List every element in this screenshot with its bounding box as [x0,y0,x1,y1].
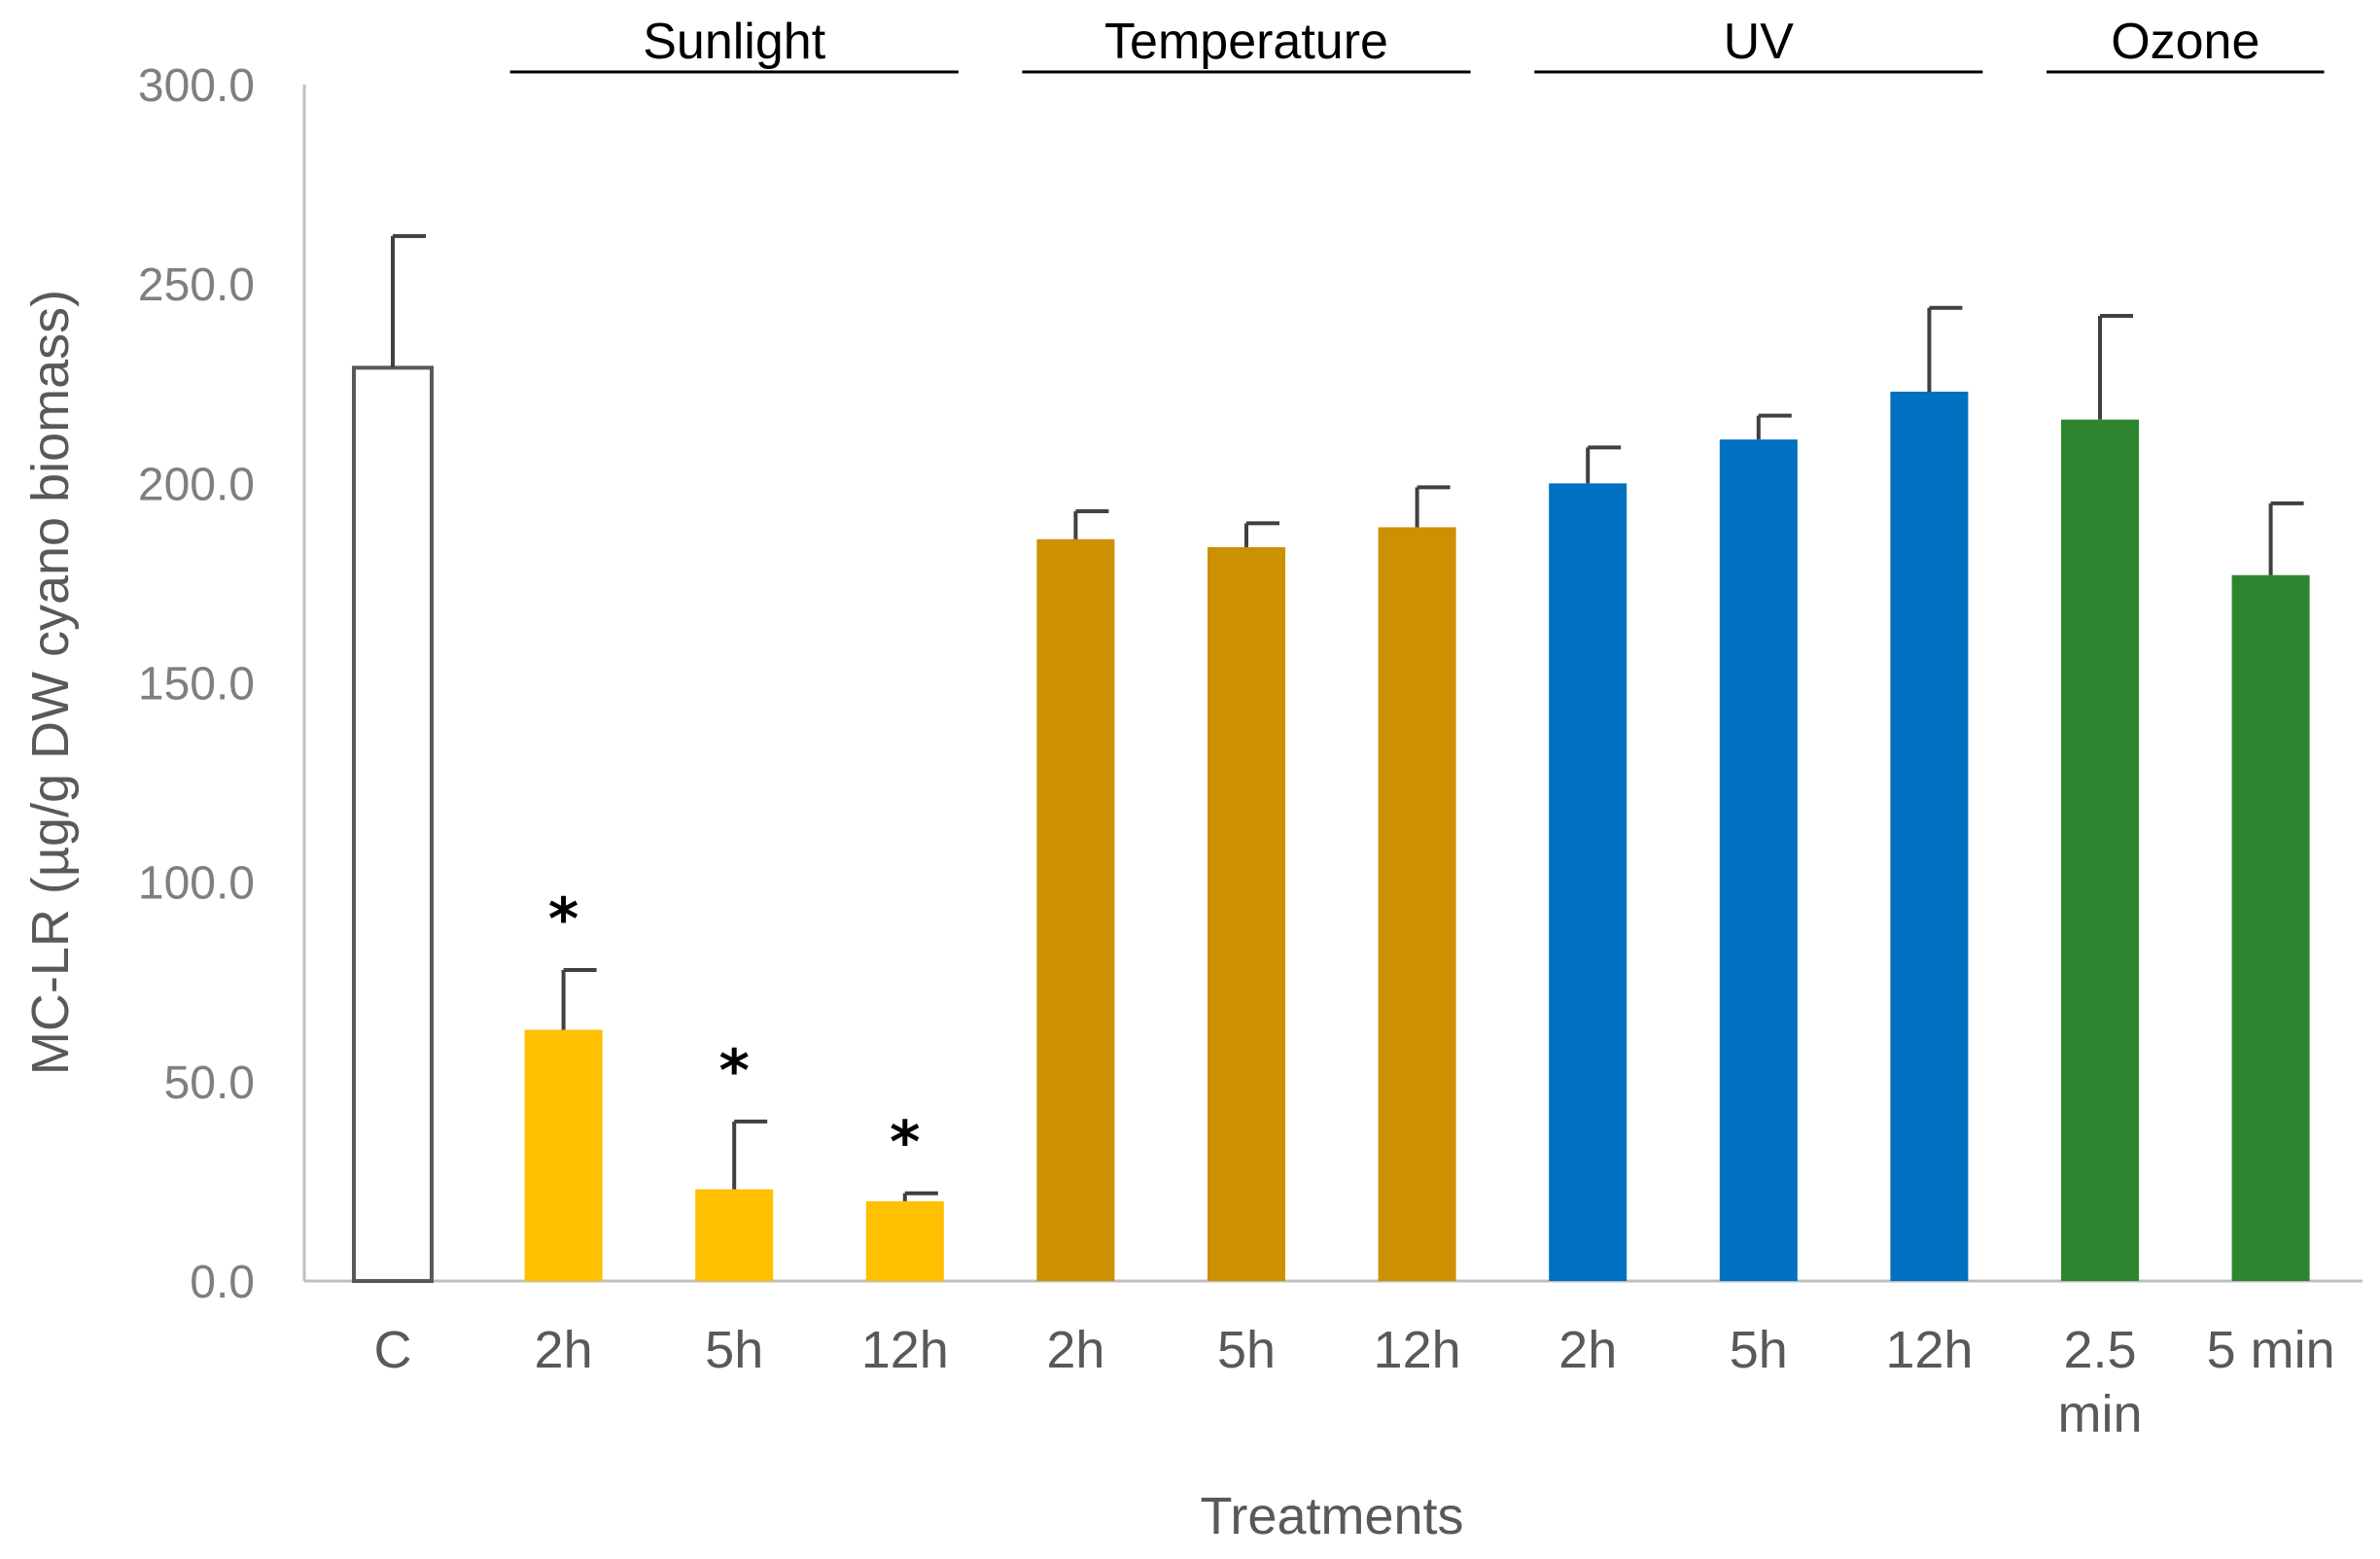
bar [1719,439,1798,1281]
group-label: UV [1724,14,1795,70]
x-tick-label: 2h [535,1321,593,1379]
x-tick-label: 12h [861,1321,949,1379]
bar [1549,483,1628,1281]
y-tick-label: 300.0 [138,60,255,112]
group-label: Sunlight [643,14,825,70]
bar [1036,538,1115,1281]
y-tick-label: 200.0 [138,459,255,510]
x-tick-label: 12h [1374,1321,1461,1379]
bar [695,1189,774,1281]
x-axis-title: Treatments [1200,1487,1463,1545]
error-bar [1756,413,1792,440]
y-axis-title: MC-LR (µg/g DW cyano biomass) [21,290,80,1075]
error-bar [1927,305,1963,392]
significance-marker: * [548,885,578,953]
error-bars [391,233,2304,1201]
x-tick-label: 2.5 min [2057,1321,2142,1443]
y-tick-label: 250.0 [138,260,255,311]
bars [352,365,2310,1283]
x-tick-label: 2h [1046,1321,1104,1379]
x-tick-label: 5h [1730,1321,1788,1379]
bar [524,1029,603,1281]
error-bar [1244,521,1279,547]
group-ozone: Ozone [2047,14,2325,74]
bar [1208,546,1285,1281]
error-bar [391,233,426,368]
bar [2231,574,2310,1281]
x-tick-label: 5 min [2207,1321,2335,1379]
error-bar [1415,485,1451,528]
bar [865,1200,944,1281]
bar [352,365,434,1283]
x-tick-label: 2h [1558,1321,1617,1379]
x-tick-label: 5h [1217,1321,1276,1379]
group-label: Ozone [2111,14,2259,70]
error-bar [561,967,597,1030]
significance-markers: * * * [548,885,921,1177]
group-temperature: Temperature [1022,14,1471,74]
x-tick-label: 12h [1885,1321,1973,1379]
group-sunlight: Sunlight [509,14,959,74]
group-uv: UV [1534,14,1983,74]
group-label: Temperature [1104,14,1388,70]
y-tick-label: 50.0 [164,1057,255,1109]
error-bar [732,1119,768,1190]
error-bar [2098,313,2133,420]
x-tick-label: C [374,1321,412,1379]
y-tick-label: 150.0 [138,659,255,710]
x-tick-label: 5h [705,1321,763,1379]
significance-marker: * [719,1037,750,1105]
x-axis-category-labels: C 2h 5h 12h 2h 5h 12h 2h 5h 12h 2.5 min 5 min [374,1321,2335,1443]
y-axis-ticks: 0.0 50.0 100.0 150.0 200.0 250.0 300.0 [138,60,255,1308]
treatment-groups: Sunlight Temperature UV Ozone [509,14,2325,74]
error-bar [2268,501,2304,575]
bar [2061,419,2139,1281]
y-tick-label: 100.0 [138,858,255,910]
bar [1890,391,1969,1281]
error-bar [902,1191,938,1201]
significance-marker: * [890,1109,920,1177]
y-tick-label: 0.0 [190,1257,255,1308]
bar [1378,527,1456,1281]
error-bar [1073,509,1109,539]
error-bar [1586,445,1622,484]
